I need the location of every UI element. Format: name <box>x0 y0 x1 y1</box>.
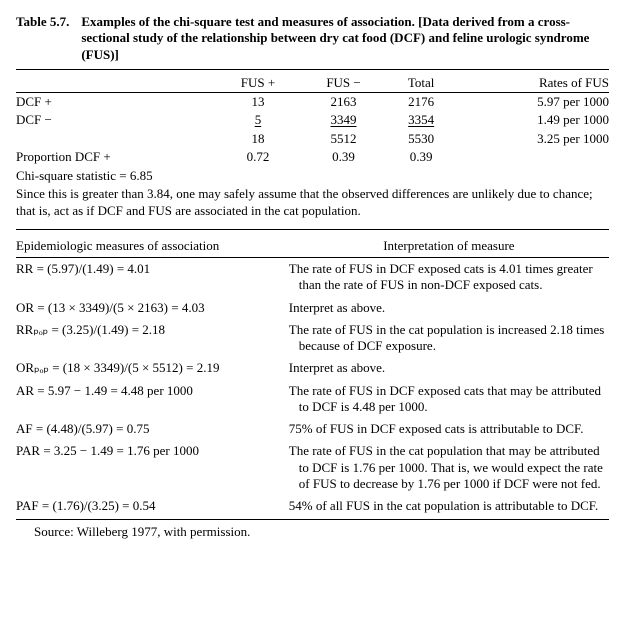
th-blank <box>16 74 215 93</box>
cell: 18 <box>215 130 301 148</box>
table-caption: Examples of the chi-square test and meas… <box>81 14 609 63</box>
measure-formula: RRₚₒₚ = (3.25)/(1.49) = 2.18 <box>16 319 289 358</box>
rule-mid <box>16 229 609 230</box>
measure-formula: OR = (13 × 3349)/(5 × 2163) = 4.03 <box>16 297 289 319</box>
measures-header-left: Epidemiologic measures of association <box>16 236 289 258</box>
cell: 5 <box>215 111 301 129</box>
cell: 2163 <box>301 93 387 112</box>
measures-table: Epidemiologic measures of association In… <box>16 236 609 518</box>
measure-row: RRₚₒₚ = (3.25)/(1.49) = 2.18The rate of … <box>16 319 609 358</box>
row-dcf-plus: DCF + 13 2163 2176 5.97 per 1000 <box>16 93 609 112</box>
measure-formula: PAR = 3.25 − 1.49 = 1.76 per 1000 <box>16 440 289 495</box>
th-rates: Rates of FUS <box>456 74 609 93</box>
cell-rate <box>456 148 609 166</box>
cell: 2176 <box>386 93 456 112</box>
measure-row: PAF = (1.76)/(3.25) = 0.5454% of all FUS… <box>16 495 609 517</box>
measure-interpretation: The rate of FUS in DCF exposed cats is 4… <box>289 258 609 297</box>
cell: 5512 <box>301 130 387 148</box>
th-fus-plus: FUS + <box>215 74 301 93</box>
cell-rate: 1.49 per 1000 <box>456 111 609 129</box>
contingency-table: FUS + FUS − Total Rates of FUS DCF + 13 … <box>16 74 609 166</box>
rule-bottom <box>16 519 609 520</box>
measure-interpretation: Interpret as above. <box>289 357 609 379</box>
measure-row: PAR = 3.25 − 1.49 = 1.76 per 1000The rat… <box>16 440 609 495</box>
source-line: Source: Willeberg 1977, with permission. <box>16 524 609 540</box>
table-number: Table 5.7. <box>16 14 81 63</box>
measure-row: AR = 5.97 − 1.49 = 4.48 per 1000The rate… <box>16 380 609 419</box>
cell-label: DCF + <box>16 93 215 112</box>
chi-square-line: Chi-square statistic = 6.85 <box>16 168 609 184</box>
th-fus-minus: FUS − <box>301 74 387 93</box>
cell: 5530 <box>386 130 456 148</box>
measure-row: AF = (4.48)/(5.97) = 0.7575% of FUS in D… <box>16 418 609 440</box>
cell: 13 <box>215 93 301 112</box>
rule-top <box>16 69 609 70</box>
measure-interpretation: 54% of all FUS in the cat population is … <box>289 495 609 517</box>
measures-header-right: Interpretation of measure <box>289 236 609 258</box>
measure-row: ORₚₒₚ = (18 × 3349)/(5 × 5512) = 2.19Int… <box>16 357 609 379</box>
measure-interpretation: The rate of FUS in DCF exposed cats that… <box>289 380 609 419</box>
measure-formula: AF = (4.48)/(5.97) = 0.75 <box>16 418 289 440</box>
measure-formula: ORₚₒₚ = (18 × 3349)/(5 × 5512) = 2.19 <box>16 357 289 379</box>
cell: 3354 <box>386 111 456 129</box>
cell-rate: 5.97 per 1000 <box>456 93 609 112</box>
th-total: Total <box>386 74 456 93</box>
measure-row: OR = (13 × 3349)/(5 × 2163) = 4.03Interp… <box>16 297 609 319</box>
measure-formula: PAF = (1.76)/(3.25) = 0.54 <box>16 495 289 517</box>
row-proportion: Proportion DCF + 0.72 0.39 0.39 <box>16 148 609 166</box>
cell: 0.39 <box>386 148 456 166</box>
measure-formula: RR = (5.97)/(1.49) = 4.01 <box>16 258 289 297</box>
measure-row: RR = (5.97)/(1.49) = 4.01The rate of FUS… <box>16 258 609 297</box>
cell-label: Proportion DCF + <box>16 148 215 166</box>
cell: 0.39 <box>301 148 387 166</box>
row-totals: 18 5512 5530 3.25 per 1000 <box>16 130 609 148</box>
measure-interpretation: Interpret as above. <box>289 297 609 319</box>
row-dcf-minus: DCF − 5 3349 3354 1.49 per 1000 <box>16 111 609 129</box>
measure-interpretation: 75% of FUS in DCF exposed cats is attrib… <box>289 418 609 440</box>
cell-rate: 3.25 per 1000 <box>456 130 609 148</box>
cell: 3349 <box>301 111 387 129</box>
chi-square-note: Since this is greater than 3.84, one may… <box>16 186 609 219</box>
measure-formula: AR = 5.97 − 1.49 = 4.48 per 1000 <box>16 380 289 419</box>
cell-label <box>16 130 215 148</box>
measure-interpretation: The rate of FUS in the cat population is… <box>289 319 609 358</box>
table-title: Table 5.7. Examples of the chi-square te… <box>16 14 609 63</box>
measure-interpretation: The rate of FUS in the cat population th… <box>289 440 609 495</box>
cell-label: DCF − <box>16 111 215 129</box>
cell: 0.72 <box>215 148 301 166</box>
